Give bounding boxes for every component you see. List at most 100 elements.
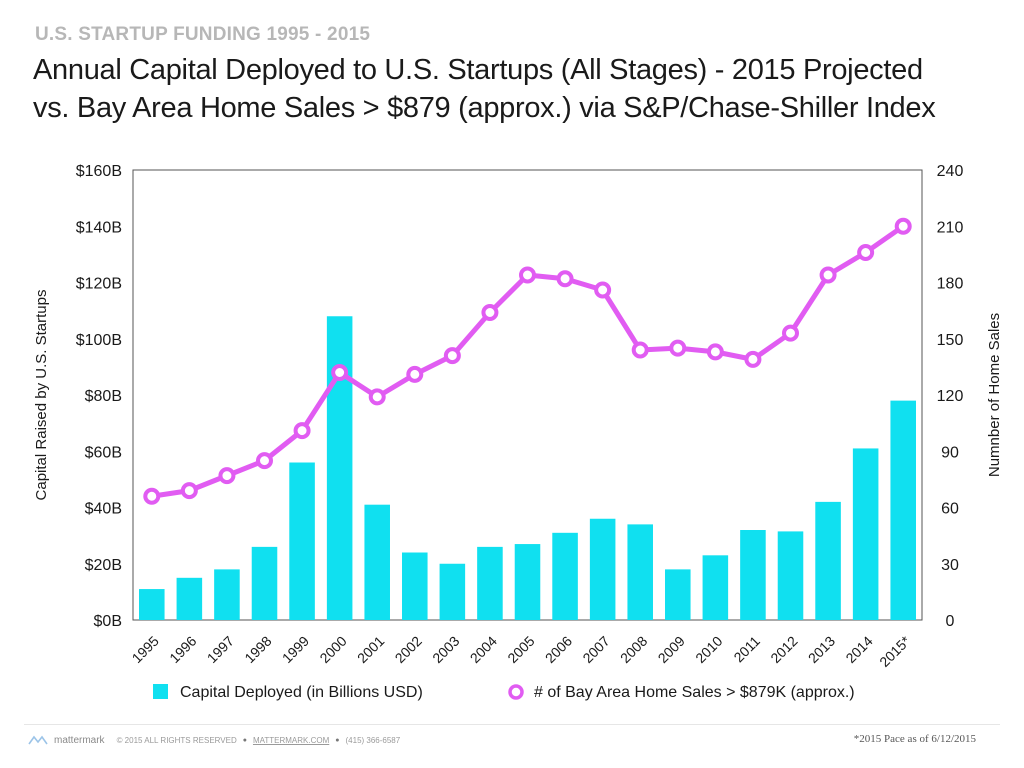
capital-bar [589,518,616,620]
capital-bar [251,546,278,620]
website-link[interactable]: MATTERMARK.COM [252,735,330,745]
x-tick-label: 2011 [730,633,763,666]
x-tick-label: 2000 [316,633,349,666]
capital-bar [402,552,428,620]
right-tick-label: 90 [941,444,959,461]
left-axis-label: Capital Raised by U.S. Startups [33,290,50,501]
home-sales-point [256,452,273,470]
right-tick-label: 180 [937,276,964,293]
legend: Capital Deployed (in Billions USD) # of … [153,684,855,701]
home-sales-point [293,422,311,440]
capital-bar [740,530,766,620]
capital-bar [477,546,503,620]
x-tick-label: 2008 [617,633,650,666]
home-sales-point [481,304,499,321]
x-tick-label: 1997 [204,633,237,666]
footer-divider [24,724,1000,725]
left-tick-label: $120B [76,276,122,293]
capital-bar [214,569,240,620]
x-tick-label: 1996 [166,633,199,666]
left-tick-label: $100B [76,332,122,349]
home-sales-point [894,217,912,235]
capital-bar [890,400,916,620]
legend-line-label: # of Bay Area Home Sales > $879K (approx… [534,684,855,701]
bar-series [139,316,916,620]
home-sales-point [443,347,461,365]
x-tick-label: 2015* [876,632,914,670]
footnote: *2015 Pace as of 6/12/2015 [853,733,976,745]
capital-bar [139,589,165,620]
home-sales-point [143,487,161,505]
home-sales-point [594,281,612,299]
x-tick-label: 2010 [692,633,725,666]
right-tick-label: 30 [941,557,959,574]
slide-title-line-1: Annual Capital Deployed to U.S. Startups… [33,54,923,86]
left-tick-label: $40B [85,501,122,518]
footer: mattermark © 2015 ALL RIGHTS RESERVED ● … [28,733,400,747]
x-tick-label: 1995 [129,633,162,666]
x-axis: 1995 1996 1997 1998 1999 2000 2001 2002 2003 2004… [129,632,914,670]
home-sales-point [406,365,424,383]
home-sales-point [706,343,724,361]
x-tick-label: 1998 [241,633,274,666]
x-tick-label: 2004 [467,633,500,666]
capital-bar [702,555,729,620]
left-tick-label: $80B [85,388,122,405]
home-sales-point [782,324,799,342]
capital-bar [289,462,315,620]
capital-bar [439,563,466,620]
left-tick-label: $20B [85,557,122,574]
x-tick-label: 2012 [767,633,800,666]
left-tick-label: $60B [85,444,122,461]
separator-dot-icon: ● [335,736,340,744]
x-tick-label: 2007 [579,633,612,666]
brand-name: mattermark [54,734,105,746]
x-tick-label: 2013 [805,633,838,666]
separator-dot-icon: ● [242,736,247,744]
right-tick-label: 210 [937,219,964,236]
capital-bar [777,531,804,620]
left-axis: $0B $20B $40B $60B $80B $100B $120B $140B $160B [76,163,122,630]
x-tick-label: 2006 [542,633,575,666]
x-tick-label: 1999 [279,633,312,666]
right-axis-label: Numnber of Home Sales [986,313,1003,477]
x-tick-label: 2001 [354,633,387,666]
line-series [143,217,912,505]
capital-bar [627,524,653,620]
capital-bar [852,448,879,620]
x-tick-label: 2014 [842,633,875,666]
x-tick-label: 2009 [655,633,688,666]
right-axis: 0 30 60 90 120 150 180 210 240 [937,163,964,630]
slide-title: Annual Capital Deployed to U.S. Startups… [33,51,1013,127]
home-sales-point [857,244,875,261]
phone-number: (415) 366-6587 [345,735,401,745]
right-tick-label: 150 [937,332,964,349]
legend-bar-swatch [153,684,168,699]
legend-bar-label: Capital Deployed (in Billions USD) [180,684,423,701]
mattermark-logo-icon [28,735,48,745]
right-tick-label: 120 [937,388,964,405]
x-tick-label: 2002 [392,633,425,666]
home-sales-point [180,482,198,500]
home-sales-point [331,364,349,381]
capital-bar [176,577,203,620]
slide-title-line-2: vs. Bay Area Home Sales > $879 (approx.)… [33,92,936,124]
capital-bar [665,569,691,620]
home-sales-point [631,341,649,359]
kicker-title: U.S. STARTUP FUNDING 1995 - 2015 [35,24,371,45]
copyright-text: © 2015 ALL RIGHTS RESERVED [116,735,237,745]
combo-chart: $0B$20B$40B$60B$80B$100B$120B$140B$160B … [33,163,1003,701]
home-sales-point [669,339,687,357]
left-tick-label: $160B [76,163,122,180]
capital-bar [552,532,578,620]
x-tick-label: 2003 [429,633,462,666]
home-sales-point [218,467,236,485]
capital-bar [514,544,541,620]
right-tick-label: 0 [946,613,955,630]
home-sales-point [519,266,536,284]
left-tick-label: $140B [76,219,122,236]
capital-bar [326,316,353,620]
home-sales-point [819,266,837,284]
capital-bar [815,501,841,620]
right-tick-label: 240 [937,163,964,180]
